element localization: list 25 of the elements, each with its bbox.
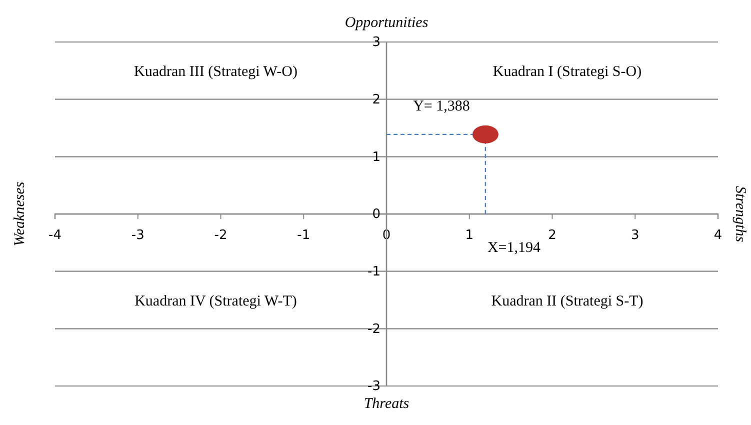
annotation: Kuadran IV (Strategi W-T): [134, 293, 297, 310]
x-tick-label: -3: [131, 228, 144, 243]
y-tick-label: 1: [372, 150, 380, 165]
x-tick-label: -2: [214, 228, 228, 243]
x-tick-label: 2: [548, 228, 556, 243]
x-tick-label: 1: [465, 228, 474, 243]
annotation: Kuadran I (Strategi S-O): [492, 64, 642, 80]
y-tick-label: -2: [368, 322, 380, 337]
y-tick-label: -3: [368, 379, 380, 394]
x2-axis-title: Opportunities: [344, 15, 428, 31]
x-tick-label: -1: [297, 228, 310, 243]
y-tick-label: -1: [368, 264, 380, 280]
x-tick-label: 4: [714, 228, 722, 243]
annotation: Kuadran III (Strategi W-O): [134, 64, 298, 80]
y-axis-title: Weakneses: [12, 182, 28, 246]
y-tick-label: 0: [372, 207, 380, 222]
y-tick-label: 3: [372, 35, 380, 50]
y2-axis-title: Strengths: [732, 186, 748, 242]
x-tick-label: 3: [630, 228, 640, 243]
annotation: Kuadran II (Strategi S-T): [491, 293, 644, 310]
y-tick-label: 2: [372, 92, 380, 108]
x-tick-label: -4: [48, 228, 62, 243]
x-axis-title: Threats: [364, 396, 410, 412]
annotation: X=1,194: [487, 240, 541, 256]
annotation: Y= 1,388: [413, 98, 470, 114]
